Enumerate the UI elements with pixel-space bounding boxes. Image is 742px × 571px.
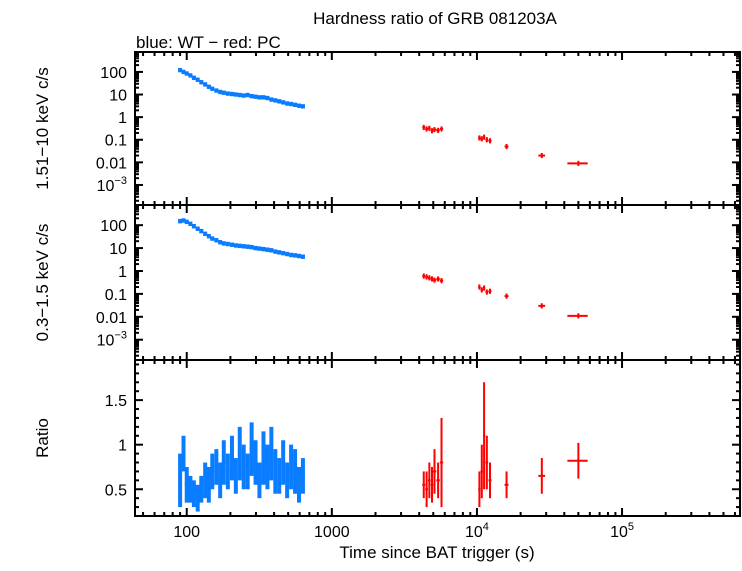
y-tick-label: 1 — [118, 264, 127, 281]
x-tick-label: 100 — [173, 524, 200, 541]
y-tick-label: 10−3 — [97, 330, 127, 350]
y-tick-label: 1.5 — [105, 393, 127, 410]
y-tick-label: 0.01 — [96, 310, 127, 327]
y-tick-label: 100 — [100, 218, 127, 235]
y-axis-label: 0.3−1.5 keV c/s — [33, 224, 52, 342]
y-tick-label: 10 — [109, 88, 127, 105]
chart-subtitle: blue: WT − red: PC — [136, 33, 281, 52]
y-tick-label: 0.1 — [105, 133, 127, 150]
y-tick-label: 1 — [118, 438, 127, 455]
x-tick-label: 104 — [465, 521, 489, 541]
y-tick-label: 0.01 — [96, 155, 127, 172]
x-axis-label: Time since BAT trigger (s) — [339, 543, 534, 562]
x-tick-label: 105 — [610, 521, 634, 541]
y-tick-label: 10 — [109, 241, 127, 258]
y-axis-label: 1.51−10 keV c/s — [33, 67, 52, 189]
y-tick-label: 1 — [118, 110, 127, 127]
y-tick-label: 0.1 — [105, 287, 127, 304]
panel-frame — [134, 204, 741, 361]
chart-title: Hardness ratio of GRB 081203A — [313, 9, 557, 28]
x-tick-label: 1000 — [314, 524, 350, 541]
y-tick-label: 10−3 — [97, 175, 127, 195]
panel-frame — [134, 359, 741, 517]
y-tick-label: 100 — [100, 65, 127, 82]
y-tick-label: 0.5 — [105, 482, 127, 499]
y-axis-label: Ratio — [33, 418, 52, 458]
